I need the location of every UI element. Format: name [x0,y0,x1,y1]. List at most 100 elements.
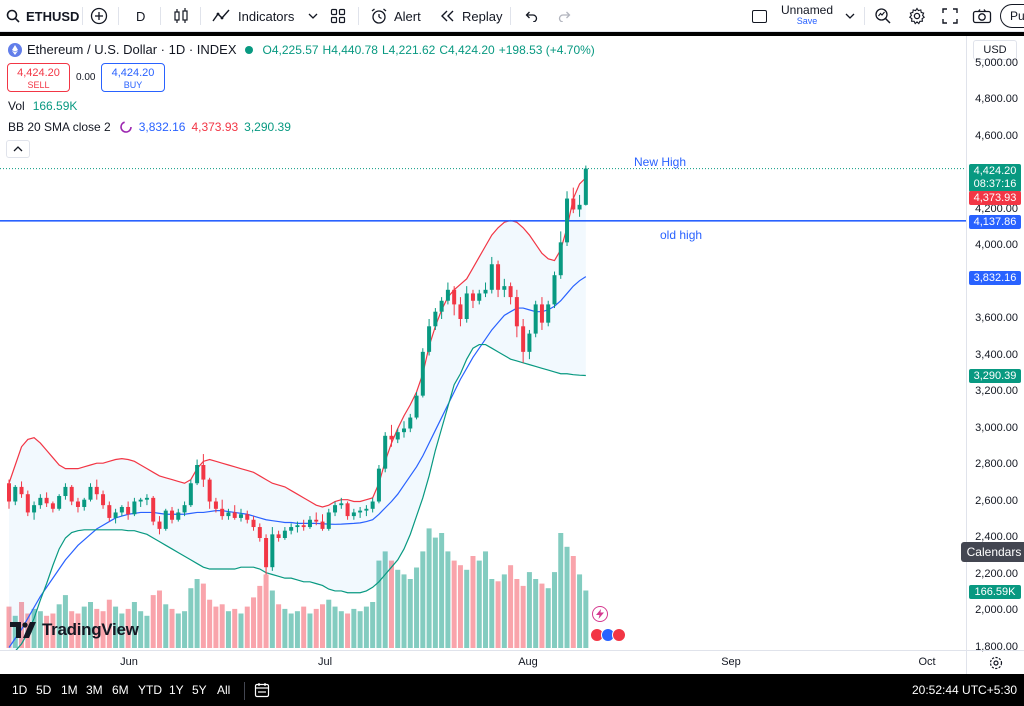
old-high-tag: 4,137.86 [969,215,1021,229]
range-1y[interactable]: 1Y [169,683,184,697]
plot-area[interactable]: Ethereum / U.S. Dollar · 1D · INDEX O4,2… [0,36,966,650]
layouts-button[interactable] [330,0,346,32]
scale-settings-button[interactable] [966,650,1024,674]
price-scale[interactable]: USD 5,000.00 4,800.00 4,600.00 4,200.00 4,00… [961,36,1024,653]
candle-body [470,293,475,301]
candle-body [207,479,212,502]
volume-bar [577,574,583,648]
candle-body [483,289,488,294]
chevron-up-icon [13,146,23,152]
economic-event-icon[interactable] [612,628,626,642]
goto-date-button[interactable] [254,674,270,706]
chart-pane[interactable]: Ethereum / U.S. Dollar · 1D · INDEX O4,2… [0,36,1024,674]
volume-bar [564,546,570,648]
candle-body [571,198,576,210]
rewind-icon [441,10,454,22]
range-3m[interactable]: 3M [86,683,103,697]
range-ytd[interactable]: YTD [138,683,162,697]
volume-bar [439,533,445,648]
clock-timezone[interactable]: 20:52:44 UTC+5:30 [912,683,1018,697]
volume-bar [395,569,401,648]
layout-select-button[interactable]: Unnamed Save [752,0,855,32]
volume-bar [194,579,200,648]
undo-button[interactable] [524,0,538,32]
candle-body [477,293,482,301]
publish-button[interactable]: Pu [1000,0,1024,32]
range-5y[interactable]: 5Y [192,683,207,697]
currency-button[interactable]: USD [973,40,1017,60]
divider [118,7,119,25]
old-high-annotation[interactable]: old high [660,228,703,242]
price-tick-label: 4,200.00 [975,202,1018,215]
watermark-text: TradingView [42,620,139,639]
candle-body [326,512,331,529]
range-1m[interactable]: 1M [61,683,78,697]
candle-body [226,512,231,517]
settings-button[interactable] [908,0,926,32]
tradingview-watermark[interactable]: TradingView [10,620,139,640]
price-chart[interactable] [0,36,966,650]
candle-body [251,519,256,528]
candle-body [201,465,206,480]
calendars-button[interactable]: Calendars [961,542,1024,562]
compare-button[interactable] [90,0,108,32]
candle-body [188,483,193,506]
price-tick-label: 5,000.00 [975,56,1018,69]
candle-body [583,168,588,205]
candle-body [50,503,55,509]
volume-bar [12,615,18,648]
volume-bar [483,551,489,648]
fullscreen-button[interactable] [942,0,958,32]
volume-bar [232,608,238,648]
volume-legend[interactable]: Vol 166.59K [8,99,77,113]
price-tick-label: 4,600.00 [975,129,1018,142]
volume-bar [150,595,156,648]
new-high-annotation[interactable]: New High [634,155,687,169]
sell-button[interactable]: 4,424.20 SELL [7,63,70,92]
candle-body [521,326,526,352]
camera-icon [972,9,992,24]
alert-button[interactable]: Alert [370,0,421,32]
indicators-button[interactable]: Indicators [212,0,318,32]
volume-bar [526,572,532,648]
range-6m[interactable]: 6M [112,683,129,697]
quick-search-button[interactable] [874,0,892,32]
replay-button[interactable]: Replay [440,0,502,32]
sell-label: SELL [27,80,50,90]
symbol-search-button[interactable]: ETHUSD [6,0,79,32]
volume-bar [520,585,526,648]
snapshot-button[interactable] [972,0,992,32]
volume-bar [470,556,476,648]
candle-body [552,275,557,305]
volume-bar [489,579,495,648]
symbol-legend[interactable]: Ethereum / U.S. Dollar · 1D · INDEX O4,2… [8,42,595,57]
range-all[interactable]: All [217,683,231,697]
currency-label: USD [983,44,1007,56]
candle-body [358,510,363,513]
price-tick-label: 1,800.00 [975,640,1018,653]
candle-body [458,304,463,319]
candle-body [565,198,570,243]
buy-button[interactable]: 4,424.20 BUY [101,63,165,92]
chart-type-button[interactable] [172,0,190,32]
price-tick-label: 3,600.00 [975,312,1018,324]
collapse-legend-button[interactable] [6,140,30,158]
candle-body [558,242,563,276]
candle-body [320,521,325,529]
volume-bar [426,528,432,648]
range-5d[interactable]: 5D [36,683,52,697]
time-scale[interactable]: Jun Jul Aug Sep Oct [0,650,966,674]
bb-legend[interactable]: BB 20 SMA close 2 3,832.16 4,373.93 3,29… [8,120,291,134]
volume-bar [31,608,37,648]
interval-button[interactable]: D [136,0,145,32]
dividend-event-icon[interactable] [592,606,608,622]
redo-button[interactable] [558,0,572,32]
candle-body [264,538,269,568]
symbol-title: Ethereum / U.S. Dollar · 1D · INDEX [27,42,237,57]
bb-upper-value: 4,373.93 [191,120,239,134]
volume-bar [156,590,162,648]
range-1d[interactable]: 1D [12,683,28,697]
candle-body [289,527,294,531]
volume-bar [6,606,12,648]
volume-bar [62,595,68,648]
